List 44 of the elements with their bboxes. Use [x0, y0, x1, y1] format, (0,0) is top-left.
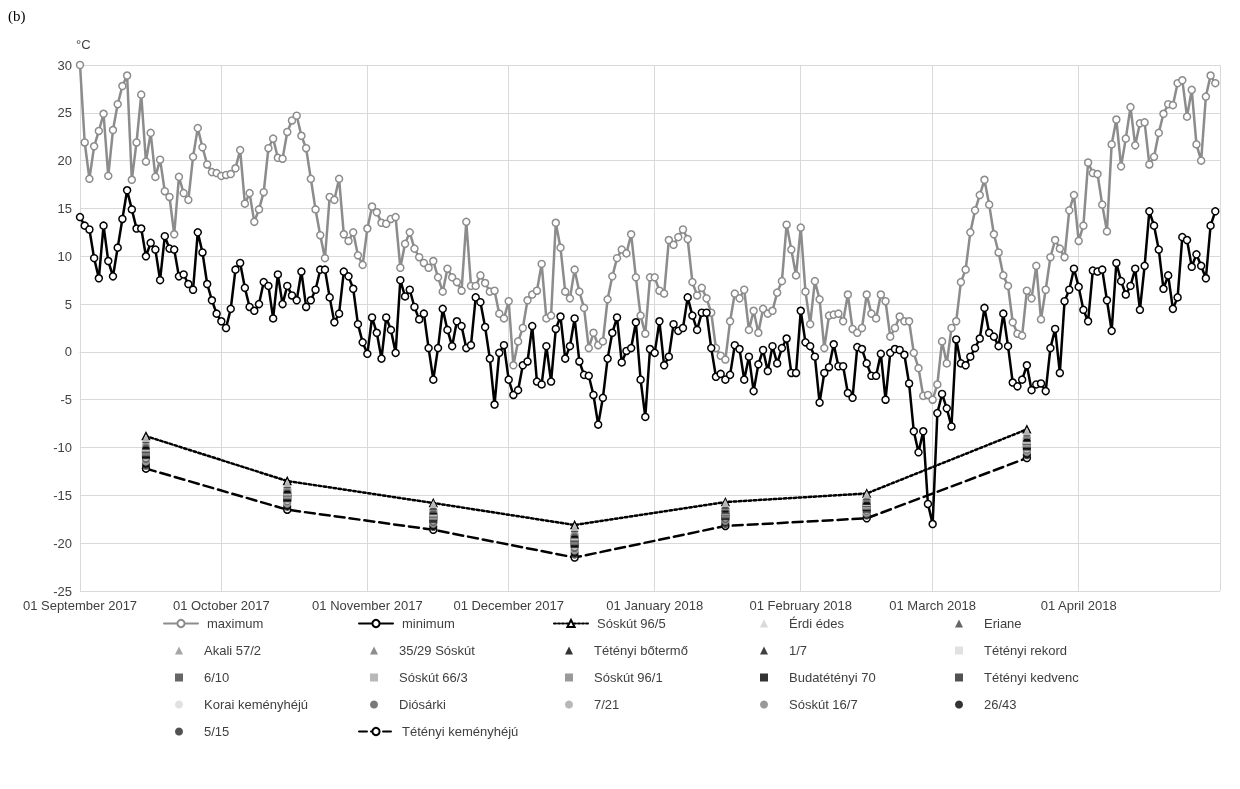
legend-label: 35/29 Sóskút	[399, 643, 476, 658]
legend-label: maximum	[207, 616, 264, 631]
legend-label: Sóskút 96/5	[597, 616, 666, 631]
y-axis-title: °C	[76, 37, 91, 52]
legend-label: minimum	[402, 616, 455, 631]
legend-label: Tétényi kedvenc	[984, 670, 1080, 685]
legend-label: Tétényi bőtermő	[594, 643, 688, 658]
x-tick-label: 01 December 2017	[453, 598, 564, 613]
y-tick-label: 5	[64, 296, 72, 312]
x-tick-label: 01 February 2018	[749, 598, 853, 613]
y-tick-label: 15	[57, 200, 72, 216]
y-tick-label: 10	[57, 248, 72, 264]
legend-label: Sóskút 16/7	[789, 697, 858, 712]
y-tick-label: -25	[53, 583, 72, 599]
text: (b)	[8, 7, 26, 25]
x-tick-label: 01 September 2017	[22, 598, 138, 613]
legend-label: 26/43	[984, 697, 1017, 712]
legend-label: 7/21	[594, 697, 620, 712]
legend-label: Diósárki	[399, 697, 447, 712]
legend-label: Korai keményhéjú	[204, 697, 309, 712]
legend-label: 6/10	[204, 670, 230, 685]
x-tick-label: 01 October 2017	[172, 598, 270, 613]
y-tick-label: -20	[53, 535, 72, 551]
y-tick-label: 25	[57, 105, 72, 121]
x-tick-label: 01 November 2017	[312, 598, 423, 613]
legend-label: 1/7	[789, 643, 808, 658]
y-tick-label: 0	[64, 344, 72, 360]
legend-label: Tétényi keményhéjú	[402, 724, 519, 739]
x-tick-label: 01 April 2018	[1040, 598, 1117, 613]
legend-label: Tétényi rekord	[984, 643, 1068, 658]
legend-label: Budatétényi 70	[789, 670, 876, 685]
x-tick-label: 01 March 2018	[889, 598, 977, 613]
y-tick-label: -15	[53, 487, 72, 503]
x-tick-label: 01 January 2018	[606, 598, 704, 613]
y-tick-label: 20	[57, 153, 72, 169]
legend-label: Eriane	[984, 616, 1022, 631]
legend-label: Sóskút 66/3	[399, 670, 468, 685]
legend-label: Akali 57/2	[204, 643, 262, 658]
legend-label: 5/15	[204, 724, 230, 739]
legend-label: Sóskút 96/1	[594, 670, 663, 685]
y-tick-label: -5	[60, 392, 72, 408]
y-tick-label: 30	[57, 57, 72, 73]
legend-label: Érdi édes	[789, 616, 845, 631]
y-tick-label: -10	[53, 440, 72, 456]
